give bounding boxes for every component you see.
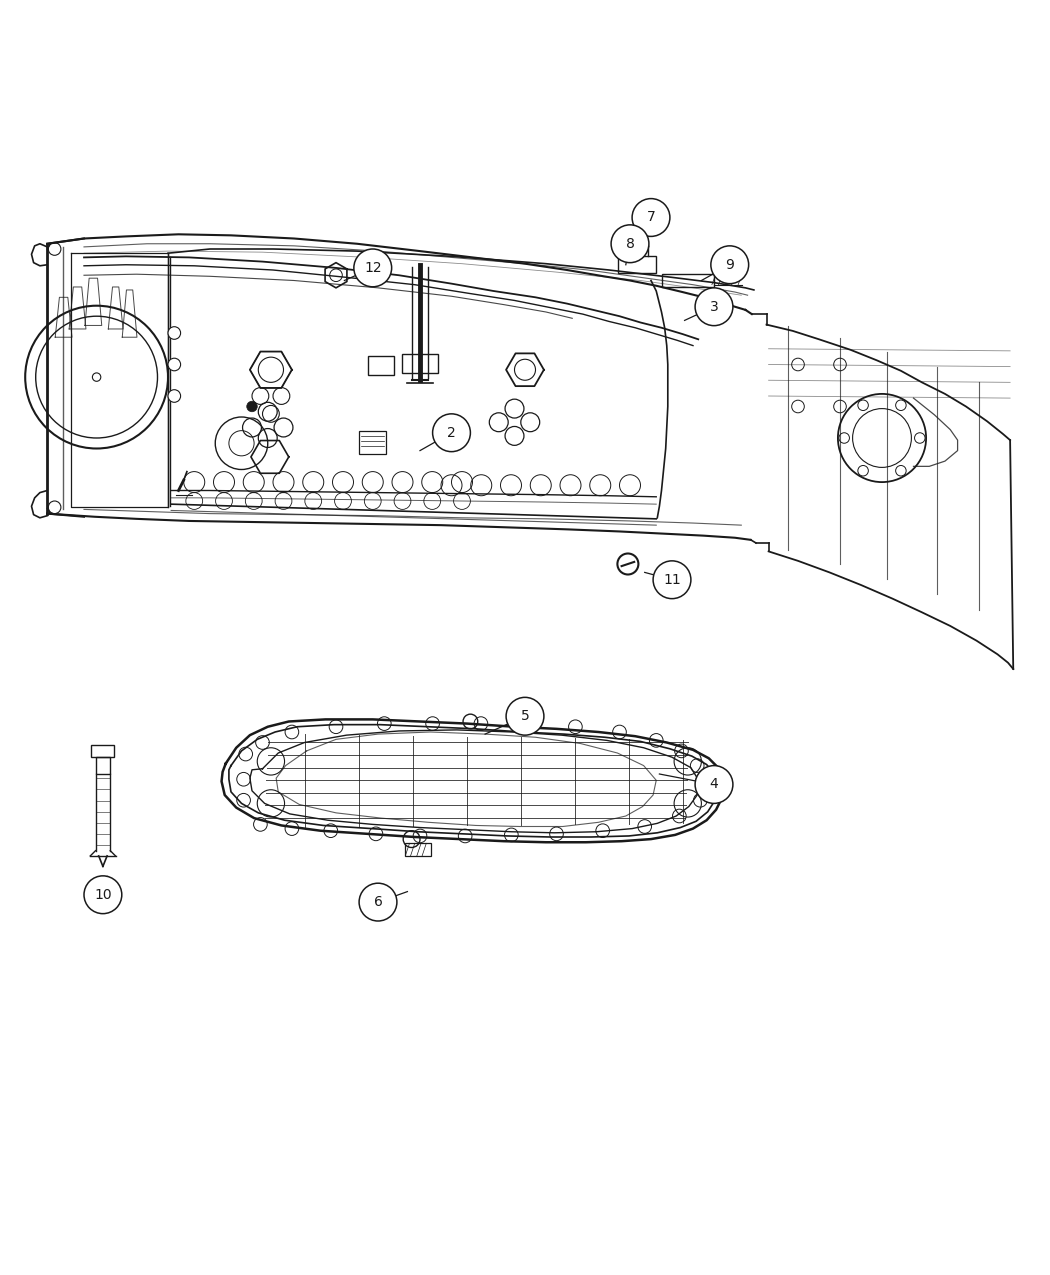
Text: 10: 10 — [94, 887, 111, 901]
Text: 6: 6 — [374, 895, 382, 909]
Circle shape — [354, 249, 392, 287]
Bar — [402, 354, 438, 372]
Circle shape — [711, 246, 749, 283]
Bar — [662, 274, 714, 287]
Text: 9: 9 — [726, 258, 734, 272]
Text: 11: 11 — [664, 572, 680, 586]
Circle shape — [506, 697, 544, 736]
Text: 5: 5 — [521, 709, 529, 723]
Bar — [405, 843, 430, 856]
Circle shape — [695, 288, 733, 325]
Bar — [368, 356, 394, 375]
Circle shape — [695, 765, 733, 803]
Bar — [618, 256, 656, 273]
Circle shape — [84, 876, 122, 914]
Bar — [96, 757, 110, 774]
Text: 4: 4 — [710, 778, 718, 792]
Circle shape — [247, 402, 257, 412]
Bar — [359, 431, 386, 454]
Circle shape — [632, 199, 670, 236]
Circle shape — [653, 561, 691, 599]
Bar — [91, 745, 114, 757]
Circle shape — [611, 224, 649, 263]
Text: 3: 3 — [710, 300, 718, 314]
Text: 7: 7 — [647, 210, 655, 224]
Circle shape — [433, 414, 470, 451]
Circle shape — [617, 553, 638, 575]
Circle shape — [168, 358, 181, 371]
Text: 2: 2 — [447, 426, 456, 440]
Text: 12: 12 — [364, 261, 381, 275]
Circle shape — [168, 326, 181, 339]
Circle shape — [359, 884, 397, 921]
Text: 8: 8 — [626, 237, 634, 251]
Circle shape — [168, 390, 181, 403]
